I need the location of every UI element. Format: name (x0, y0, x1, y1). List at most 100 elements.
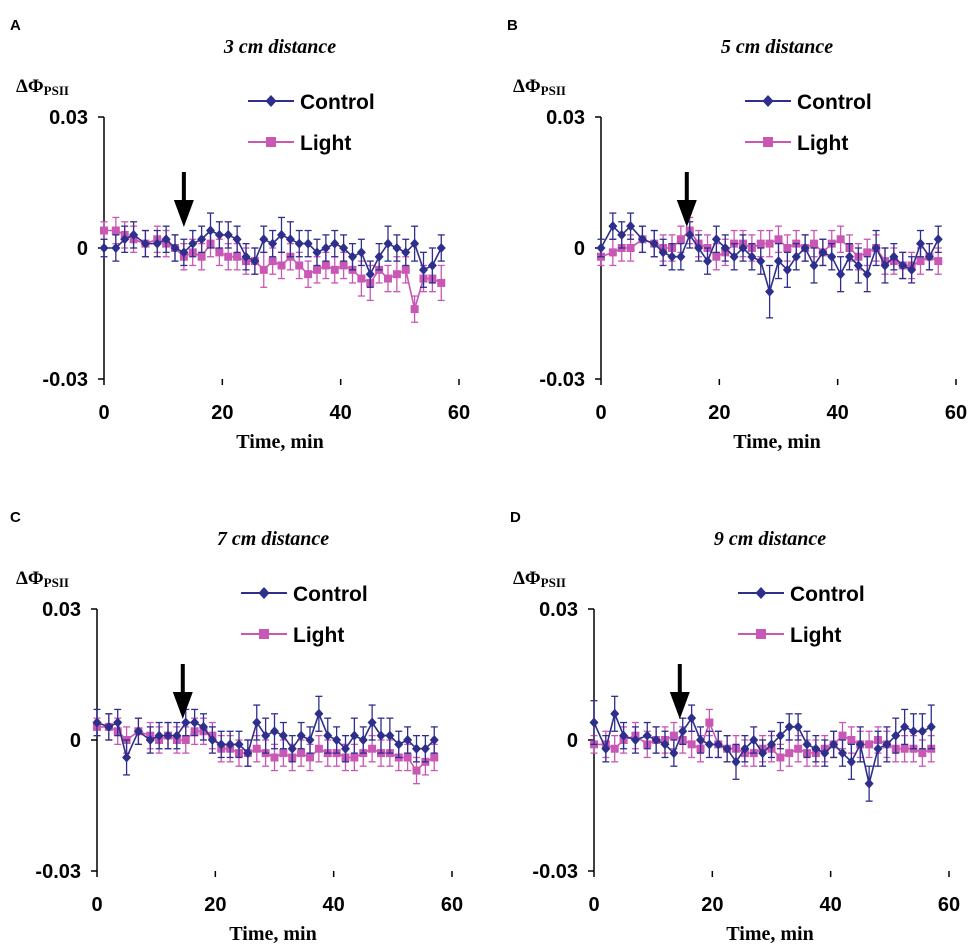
legend-label: Light (790, 624, 841, 647)
data-point (294, 238, 304, 249)
data-point (907, 264, 917, 275)
data-point (711, 234, 721, 245)
data-point (809, 260, 819, 271)
data-point (154, 730, 164, 741)
data-point (917, 726, 927, 737)
data-point (111, 243, 121, 253)
data-point (838, 748, 847, 759)
legend-item-control: Control (745, 91, 872, 114)
data-point (658, 247, 668, 258)
data-point (152, 238, 162, 249)
data-point (924, 251, 934, 262)
data-point (909, 726, 918, 737)
data-point (427, 260, 437, 271)
y-axis-label-main: ΔΦ (16, 568, 44, 589)
data-point (296, 730, 306, 741)
data-point (385, 730, 395, 741)
data-point (349, 730, 359, 741)
data-point (259, 234, 269, 245)
data-point (853, 260, 863, 271)
data-point (233, 252, 242, 261)
y-axis-label-subscript: PSII (44, 83, 69, 98)
data-point (129, 229, 139, 240)
data-point (802, 739, 812, 750)
data-point (731, 756, 741, 767)
data-point (891, 730, 901, 741)
series-control (596, 212, 943, 319)
x-tick-label: 20 (204, 894, 226, 916)
data-point (304, 270, 313, 279)
data-point (419, 264, 428, 275)
data-point (756, 239, 765, 248)
y-axis-label-main: ΔΦ (513, 568, 541, 589)
data-point (610, 708, 620, 719)
x-tick-label: 20 (701, 894, 723, 916)
data-point (392, 243, 402, 253)
x-axis-label: Time, min (236, 431, 323, 453)
data-point (140, 238, 150, 249)
plot-area: 0.03 0 -0.03 0 20 40 60 Control Light (35, 583, 463, 916)
data-point (678, 726, 688, 737)
data-point (900, 744, 909, 753)
data-point (207, 735, 217, 745)
data-point (776, 753, 785, 762)
x-tick-label: 20 (708, 402, 730, 424)
y-axis-label: ΔΦPSII (513, 568, 566, 590)
series-control (589, 695, 936, 802)
data-point (685, 229, 695, 240)
data-point (642, 730, 652, 741)
data-point (864, 778, 874, 789)
data-point (900, 721, 910, 732)
arrow-head (172, 692, 193, 719)
y-tick-label: -0.03 (532, 861, 578, 883)
data-point (865, 740, 874, 749)
y-tick-label: -0.03 (539, 369, 585, 391)
x-tick-label: 0 (98, 402, 109, 424)
data-point (323, 730, 333, 741)
data-point (756, 256, 766, 267)
y-tick-label: -0.03 (42, 369, 88, 391)
data-point (297, 749, 306, 758)
data-point (630, 735, 640, 745)
y-tick-label: 0 (574, 238, 585, 260)
legend-label: Control (300, 91, 375, 114)
data-point (133, 726, 143, 737)
data-point (880, 260, 890, 271)
data-point (197, 234, 207, 245)
data-point (270, 753, 279, 762)
legend-label: Control (790, 583, 865, 606)
data-point (277, 229, 286, 240)
series-control (99, 212, 446, 288)
data-point (384, 274, 392, 283)
y-tick-label: 0.03 (49, 107, 88, 129)
data-point (357, 274, 366, 283)
data-point (403, 735, 413, 745)
data-point (617, 229, 627, 240)
x-axis-label: Time, min (726, 923, 813, 945)
y-axis-label-subscript: PSII (541, 83, 566, 98)
legend-marker (762, 95, 774, 107)
data-point (241, 251, 251, 262)
data-point (608, 248, 617, 257)
data-point (696, 735, 705, 745)
data-point (420, 743, 430, 754)
data-point (738, 243, 748, 253)
data-point (216, 739, 226, 750)
data-point (163, 730, 173, 741)
data-point (223, 229, 233, 240)
panel-letter: B (507, 17, 518, 34)
data-point (898, 260, 908, 271)
data-point (429, 735, 439, 745)
data-point (610, 744, 619, 753)
data-point (667, 251, 677, 262)
data-point (704, 739, 714, 750)
data-point (252, 744, 261, 753)
data-point (350, 753, 359, 762)
data-point (794, 744, 803, 753)
y-tick-label: 0 (70, 730, 81, 752)
data-point (401, 247, 411, 258)
x-tick-label: 40 (820, 894, 842, 916)
x-tick-label: 40 (827, 402, 849, 424)
data-point (758, 748, 768, 759)
